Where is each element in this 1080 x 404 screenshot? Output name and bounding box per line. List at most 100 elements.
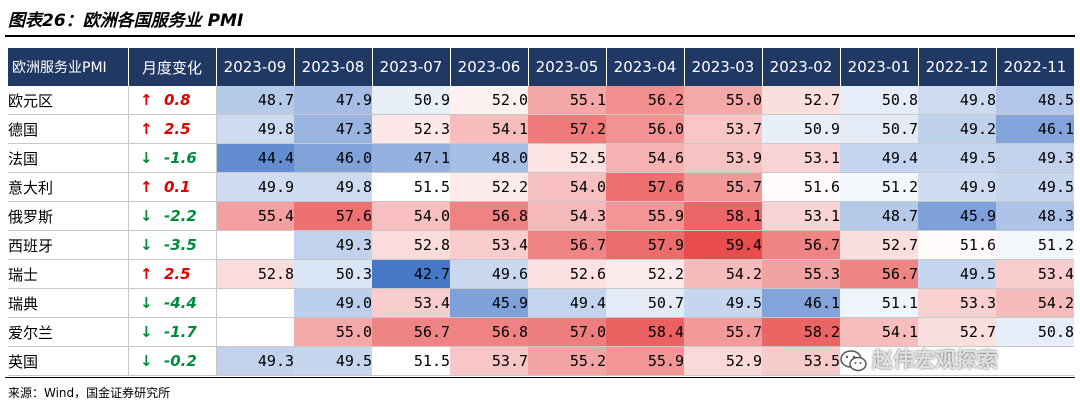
pmi-value-cell: 49.9 — [216, 172, 295, 202]
arrow-down-icon: ↓ — [128, 143, 164, 173]
pmi-value-cell: 53.4 — [372, 288, 451, 318]
pmi-value-cell: 48.5 — [996, 86, 1075, 115]
pmi-value-cell: 53.1 — [762, 201, 841, 231]
country-name: 西班牙 — [8, 230, 129, 260]
arrow-up-icon: ↑ — [128, 114, 164, 144]
pmi-value-cell: 52.0 — [450, 86, 529, 115]
pmi-value-cell: 51.6 — [918, 230, 997, 260]
pmi-value-cell: 51.1 — [840, 288, 919, 318]
pmi-value-cell: 59.4 — [684, 230, 763, 260]
pmi-value-cell: 55.1 — [528, 86, 607, 115]
pmi-value-cell: 55.7 — [684, 172, 763, 202]
header-month: 2023-04 — [606, 48, 685, 86]
pmi-value-cell: 52.9 — [684, 346, 763, 376]
header-month: 2023-01 — [840, 48, 919, 86]
pmi-value-cell: 53.4 — [450, 230, 529, 260]
pmi-value-cell: 54.2 — [996, 288, 1075, 318]
arrow-up-icon: ↑ — [128, 86, 164, 115]
arrow-down-icon: ↓ — [128, 317, 164, 347]
pmi-value-cell: 50.8 — [840, 86, 919, 115]
monthly-change: -1.7 — [164, 317, 217, 347]
pmi-value-cell: 48.7 — [216, 86, 295, 115]
pmi-value-cell: 53.1 — [762, 143, 841, 173]
pmi-value-cell: 52.7 — [840, 230, 919, 260]
arrow-down-icon: ↓ — [128, 288, 164, 318]
header-month: 2023-08 — [294, 48, 373, 86]
pmi-value-cell: 49.3 — [294, 230, 373, 260]
table-row: 瑞典 ↓ -4.4 49.0 53.4 45.9 49.4 50.7 49.5 46.1 51.1 5… — [8, 288, 1075, 318]
pmi-value-cell: 56.8 — [450, 201, 529, 231]
pmi-value-cell: 51.5 — [372, 346, 451, 376]
wechat-icon — [840, 350, 867, 372]
figure-title: 图表26：欧洲各国服务业 PMI — [8, 11, 244, 31]
pmi-value-cell: 49.9 — [918, 172, 997, 202]
pmi-value-cell: 52.7 — [918, 317, 997, 347]
source-note: 来源：Wind，国金证券研究所 — [8, 386, 171, 400]
pmi-value-cell: 56.8 — [450, 317, 529, 347]
table-row: 西班牙 ↓ -3.5 49.3 52.8 53.4 56.7 57.9 59.4 56.7 52.7… — [8, 230, 1075, 260]
pmi-value-cell: 53.4 — [996, 259, 1075, 289]
pmi-value-cell: 49.3 — [216, 346, 295, 376]
pmi-value-cell: 50.9 — [762, 114, 841, 144]
pmi-value-cell: 49.5 — [294, 346, 373, 376]
header-country: 欧洲服务业PMI — [8, 48, 129, 86]
pmi-value-cell: 54.6 — [606, 143, 685, 173]
table-row: 爱尔兰 ↓ -1.7 55.0 56.7 56.8 57.0 58.4 55.7 58.2 54.1… — [8, 317, 1075, 347]
header-month: 2023-05 — [528, 48, 607, 86]
pmi-value-cell: 53.7 — [450, 346, 529, 376]
pmi-value-cell: 55.3 — [762, 259, 841, 289]
pmi-value-cell: 53.7 — [684, 114, 763, 144]
pmi-value-cell: 55.7 — [684, 317, 763, 347]
pmi-value-cell: 55.0 — [294, 317, 373, 347]
pmi-value-cell: 55.9 — [606, 201, 685, 231]
pmi-value-cell: 49.5 — [996, 172, 1075, 202]
monthly-change: 2.5 — [164, 114, 217, 144]
pmi-value-cell: 55.2 — [528, 346, 607, 376]
pmi-value-cell: 49.6 — [450, 259, 529, 289]
pmi-value-cell: 58.1 — [684, 201, 763, 231]
monthly-change: -0.2 — [164, 346, 217, 376]
pmi-value-cell: 52.2 — [450, 172, 529, 202]
pmi-value-cell: 46.1 — [762, 288, 841, 318]
pmi-value-cell: 49.4 — [840, 143, 919, 173]
pmi-value-cell: 42.7 — [372, 259, 451, 289]
pmi-value-cell: 49.4 — [528, 288, 607, 318]
pmi-value-cell: 56.2 — [606, 86, 685, 115]
watermark-text: 赵伟宏观探索 — [872, 348, 998, 372]
table-body: 欧元区 ↑ 0.8 48.7 47.9 50.9 52.0 55.1 56.2 55.0 52.7 5… — [8, 86, 1075, 376]
monthly-change: -4.4 — [164, 288, 217, 318]
pmi-value-cell: 49.2 — [918, 114, 997, 144]
country-name: 法国 — [8, 143, 129, 173]
table-row: 瑞士 ↑ 2.5 52.8 50.3 42.7 49.6 52.6 52.2 54.2 55.3 56… — [8, 259, 1075, 289]
header-month: 2023-03 — [684, 48, 763, 86]
pmi-value-cell: 45.9 — [450, 288, 529, 318]
pmi-value-cell: 49.8 — [216, 114, 295, 144]
pmi-value-cell: 49.5 — [684, 288, 763, 318]
pmi-value-cell: 47.9 — [294, 86, 373, 115]
pmi-value-cell: 54.3 — [528, 201, 607, 231]
header-month: 2023-07 — [372, 48, 451, 86]
pmi-value-cell: 54.1 — [450, 114, 529, 144]
pmi-value-cell: 52.3 — [372, 114, 451, 144]
country-name: 意大利 — [8, 172, 129, 202]
watermark: 赵伟宏观探索 — [840, 344, 998, 374]
pmi-value-cell: 56.0 — [606, 114, 685, 144]
country-name: 英国 — [8, 346, 129, 376]
pmi-value-cell: 52.7 — [762, 86, 841, 115]
pmi-value-cell — [216, 288, 295, 318]
pmi-value-cell: 53.9 — [684, 143, 763, 173]
pmi-value-cell — [216, 317, 295, 347]
pmi-value-cell: 58.2 — [762, 317, 841, 347]
monthly-change: -2.2 — [164, 201, 217, 231]
pmi-value-cell: 54.1 — [840, 317, 919, 347]
table-row: 德国 ↑ 2.5 49.8 47.3 52.3 54.1 57.2 56.0 53.7 50.9 50… — [8, 114, 1075, 144]
country-name: 瑞士 — [8, 259, 129, 289]
table-row: 俄罗斯 ↓ -2.2 55.4 57.6 54.0 56.8 54.3 55.9 58.1 53.1… — [8, 201, 1075, 231]
header-change: 月度变化 — [128, 48, 217, 86]
pmi-value-cell: 50.7 — [840, 114, 919, 144]
pmi-value-cell: 49.8 — [294, 172, 373, 202]
monthly-change: 0.1 — [164, 172, 217, 202]
pmi-value-cell: 46.1 — [996, 114, 1075, 144]
pmi-value-cell: 44.4 — [216, 143, 295, 173]
pmi-value-cell: 49.3 — [996, 143, 1075, 173]
